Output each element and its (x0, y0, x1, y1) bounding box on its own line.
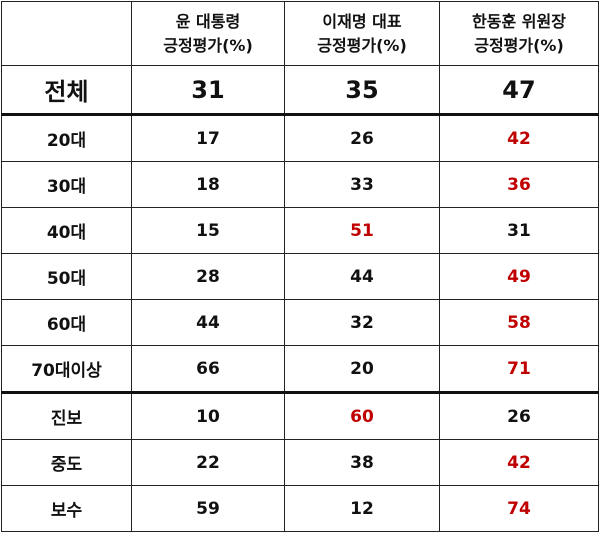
value-cell: 60 (284, 391, 440, 440)
table-row: 30대 18 33 36 (1, 161, 599, 208)
row-label: 전체 (1, 65, 132, 115)
header-line: 윤 대통령 (175, 11, 241, 31)
corner-cell (1, 1, 132, 66)
value-cell: 12 (284, 485, 440, 532)
table-row: 40대 15 51 31 (1, 207, 599, 254)
value-cell: 31 (439, 207, 599, 254)
header-line: 긍정평가(%) (163, 35, 253, 55)
table-row: 70대이상 66 20 71 (1, 345, 599, 393)
row-label: 40대 (1, 207, 132, 254)
table-row: 보수 59 12 74 (1, 485, 599, 532)
table-row: 60대 44 32 58 (1, 299, 599, 346)
value-cell: 32 (284, 299, 440, 346)
value-cell: 17 (131, 113, 285, 162)
value-cell: 28 (131, 253, 285, 300)
header-line: 긍정평가(%) (317, 35, 407, 55)
header-line: 한동훈 위원장 (472, 11, 566, 31)
value-cell: 10 (131, 391, 285, 440)
value-cell: 51 (284, 207, 440, 254)
header-line: 이재명 대표 (322, 11, 402, 31)
row-label: 진보 (1, 391, 132, 440)
value-cell: 44 (284, 253, 440, 300)
value-cell: 42 (439, 113, 599, 162)
row-label: 보수 (1, 485, 132, 532)
value-cell: 38 (284, 439, 440, 486)
value-cell: 35 (284, 65, 440, 115)
value-cell: 18 (131, 161, 285, 208)
value-cell: 22 (131, 439, 285, 486)
value-cell: 74 (439, 485, 599, 532)
table-row: 중도 22 38 42 (1, 439, 599, 486)
value-cell: 47 (439, 65, 599, 115)
row-label: 70대이상 (1, 345, 132, 393)
value-cell: 26 (439, 391, 599, 440)
total-row: 전체 31 35 47 (1, 65, 599, 115)
value-cell: 36 (439, 161, 599, 208)
row-label: 20대 (1, 113, 132, 162)
table-row: 50대 28 44 49 (1, 253, 599, 300)
table-row: 20대 17 26 42 (1, 113, 599, 162)
row-label: 50대 (1, 253, 132, 300)
value-cell: 49 (439, 253, 599, 300)
row-label: 중도 (1, 439, 132, 486)
value-cell: 20 (284, 345, 440, 393)
value-cell: 58 (439, 299, 599, 346)
value-cell: 44 (131, 299, 285, 346)
value-cell: 71 (439, 345, 599, 393)
value-cell: 66 (131, 345, 285, 393)
row-label: 30대 (1, 161, 132, 208)
row-label: 60대 (1, 299, 132, 346)
value-cell: 33 (284, 161, 440, 208)
value-cell: 31 (131, 65, 285, 115)
value-cell: 15 (131, 207, 285, 254)
table-row: 진보 10 60 26 (1, 391, 599, 440)
value-cell: 59 (131, 485, 285, 532)
value-cell: 26 (284, 113, 440, 162)
value-cell: 42 (439, 439, 599, 486)
header-line: 긍정평가(%) (474, 35, 564, 55)
